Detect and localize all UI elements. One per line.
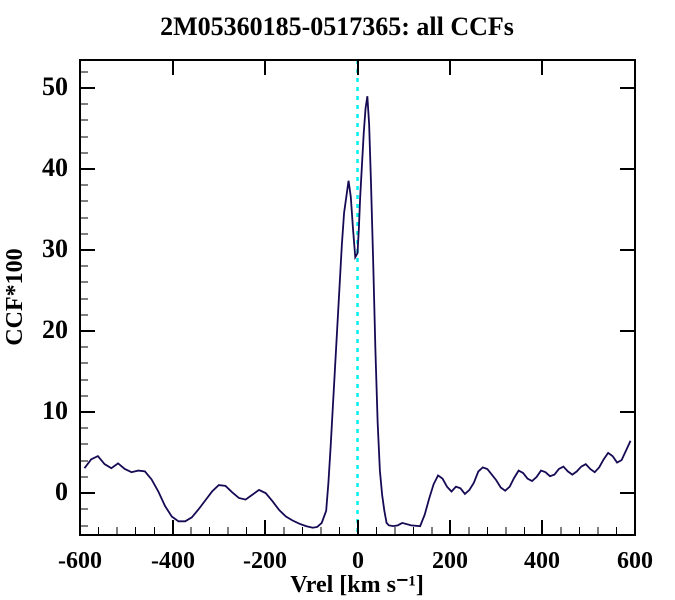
- svg-text:40: 40: [42, 153, 68, 182]
- svg-text:-200: -200: [243, 548, 287, 574]
- chart-background: [0, 0, 675, 600]
- svg-text:200: 200: [432, 548, 468, 574]
- svg-text:600: 600: [617, 548, 653, 574]
- svg-text:10: 10: [42, 396, 68, 425]
- svg-text:-600: -600: [58, 548, 102, 574]
- chart-title: 2M05360185-0517365: all CCFs: [160, 12, 514, 41]
- x-axis-label: Vrel [km s⁻¹]: [290, 572, 424, 598]
- chart-svg: 2M05360185-0517365: all CCFs Vrel [km s⁻…: [0, 0, 675, 600]
- svg-text:0: 0: [55, 477, 68, 506]
- svg-text:0: 0: [352, 548, 364, 574]
- svg-text:400: 400: [524, 548, 560, 574]
- y-axis-label: CCF*100: [2, 248, 28, 345]
- ccf-chart: 2M05360185-0517365: all CCFs Vrel [km s⁻…: [0, 0, 675, 600]
- svg-text:-400: -400: [151, 548, 195, 574]
- svg-text:30: 30: [42, 234, 68, 263]
- svg-text:50: 50: [42, 72, 68, 101]
- svg-text:20: 20: [42, 315, 68, 344]
